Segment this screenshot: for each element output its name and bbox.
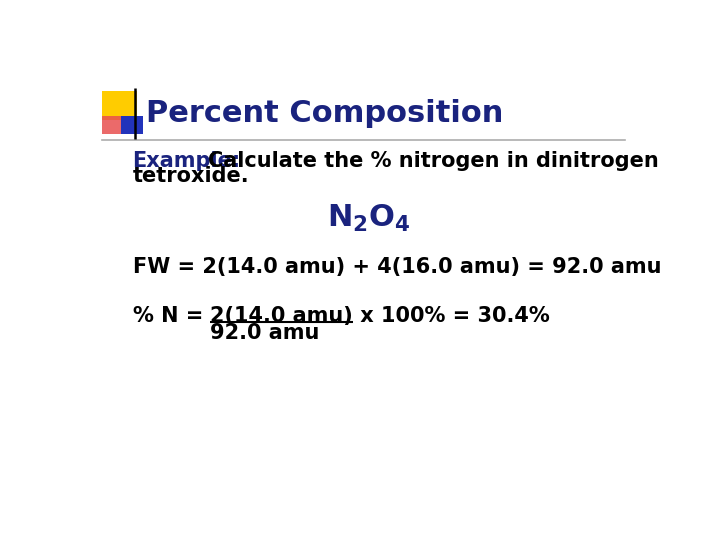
Bar bbox=[102, 91, 138, 120]
Text: Example:: Example: bbox=[132, 151, 241, 171]
Bar bbox=[121, 116, 143, 134]
Text: 92.0 amu: 92.0 amu bbox=[210, 323, 320, 343]
Bar bbox=[102, 116, 128, 134]
Text: Calculate the % nitrogen in dinitrogen: Calculate the % nitrogen in dinitrogen bbox=[208, 151, 659, 171]
Text: tetroxide.: tetroxide. bbox=[132, 166, 249, 186]
Text: x 100% = 30.4%: x 100% = 30.4% bbox=[353, 306, 550, 326]
Text: Percent Composition: Percent Composition bbox=[145, 99, 503, 128]
Text: FW = 2(14.0 amu) + 4(16.0 amu) = 92.0 amu: FW = 2(14.0 amu) + 4(16.0 amu) = 92.0 am… bbox=[132, 256, 661, 276]
Text: % N =: % N = bbox=[132, 306, 210, 326]
Text: $\mathbf{N_2O_4}$: $\mathbf{N_2O_4}$ bbox=[327, 203, 411, 234]
Text: 2(14.0 amu): 2(14.0 amu) bbox=[210, 306, 353, 326]
